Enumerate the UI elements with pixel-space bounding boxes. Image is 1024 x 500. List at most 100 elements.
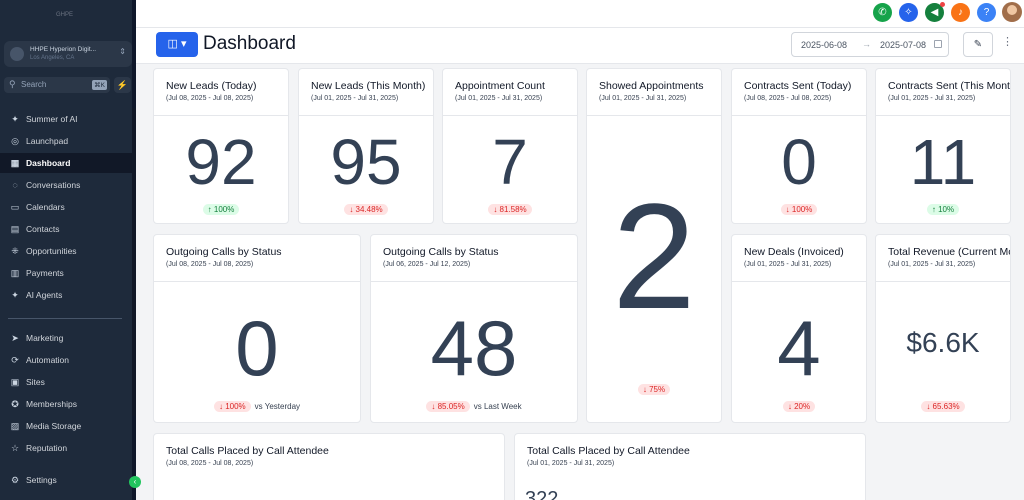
notifications-button[interactable]: ♪ <box>951 3 970 22</box>
widget-title: Outgoing Calls by Status <box>166 246 282 258</box>
memberships-icon: ✪ <box>11 398 19 409</box>
change-badge: ↓ 81.58% <box>488 204 532 215</box>
sidebar-item-memberships[interactable]: ✪ Memberships <box>0 394 132 414</box>
widget-date-range: (Jul 01, 2025 - Jul 31, 2025) <box>455 95 543 102</box>
more-vertical-icon: ⋮ <box>1002 36 1013 48</box>
widget-card[interactable]: New Leads (This Month) (Jul 01, 2025 - J… <box>298 68 434 224</box>
automation-icon: ⟳ <box>11 354 19 365</box>
dashboard-switcher-button[interactable]: ◫ ▾ <box>156 32 198 57</box>
widget-card[interactable]: Outgoing Calls by Status (Jul 08, 2025 -… <box>153 234 361 423</box>
sidebar-item-dashboard[interactable]: ▦ Dashboard <box>0 153 132 173</box>
widget-value: $6.6K <box>906 327 980 358</box>
widget-card[interactable]: Appointment Count (Jul 01, 2025 - Jul 31… <box>442 68 578 224</box>
widget-title: Appointment Count <box>455 80 545 92</box>
change-badge: ↓ 100% <box>780 204 818 215</box>
location-address: Los Angeles, CA <box>30 55 75 61</box>
sidebar-item-label: Media Storage <box>26 421 82 431</box>
widget-divider <box>154 115 288 116</box>
sidebar-item-summer-of-ai[interactable]: ✦ Summer of AI <box>0 109 132 129</box>
location-name: HHPE Hyperion Digit... <box>30 46 97 53</box>
announcements-button[interactable]: ◀ <box>925 3 944 22</box>
widget-divider <box>732 115 866 116</box>
top-bar: ✆ ✧ ◀ ♪ ? <box>136 0 1024 28</box>
sidebar-item-sites[interactable]: ▣ Sites <box>0 372 132 392</box>
comparison-label: vs Last Week <box>473 402 522 411</box>
widget-title: New Leads (Today) <box>166 80 257 92</box>
widget-title: Total Calls Placed by Call Attendee <box>166 445 329 457</box>
widget-title: New Deals (Invoiced) <box>744 246 844 258</box>
collapse-sidebar-button[interactable]: ‹ <box>129 476 141 488</box>
help-button[interactable]: ? <box>977 3 996 22</box>
bolt-icon: ⚡ <box>116 80 129 90</box>
sidebar-item-ai-agents[interactable]: ✦ AI Agents <box>0 285 132 305</box>
sidebar-scroll-thumb[interactable] <box>132 108 136 416</box>
widget-card[interactable]: Showed Appointments (Jul 01, 2025 - Jul … <box>586 68 722 423</box>
sidebar-item-media-storage[interactable]: ▨ Media Storage <box>0 416 132 436</box>
sidebar-item-contacts[interactable]: ▤ Contacts <box>0 219 132 239</box>
widget-card[interactable]: Total Revenue (Current Month) (Jul 01, 2… <box>875 234 1011 423</box>
phone-button[interactable]: ✆ <box>873 3 892 22</box>
sidebar-item-label: Conversations <box>26 180 81 190</box>
media-icon: ▨ <box>10 420 20 431</box>
widget-card[interactable]: New Leads (Today) (Jul 08, 2025 - Jul 08… <box>153 68 289 224</box>
magic-icon: ✧ <box>904 7 913 18</box>
widget-value: 95 <box>330 126 402 198</box>
sidebar-item-settings[interactable]: ⚙ Settings <box>0 470 132 490</box>
magic-button[interactable]: ✧ <box>899 3 918 22</box>
widget-card[interactable]: Outgoing Calls by Status (Jul 06, 2025 -… <box>370 234 578 423</box>
widget-card[interactable]: Total Calls Placed by Call Attendee (Jul… <box>153 433 505 500</box>
edit-dashboard-button[interactable]: ✎ <box>963 32 993 57</box>
widget-date-range: (Jul 08, 2025 - Jul 08, 2025) <box>166 95 254 102</box>
search-input[interactable]: ⚲ Search ⌘K <box>4 77 110 93</box>
sidebar-divider <box>8 318 122 319</box>
search-icon: ⚲ <box>9 79 16 89</box>
sidebar-item-label: Summer of AI <box>26 114 78 124</box>
sidebar-item-automation[interactable]: ⟳ Automation <box>0 350 132 370</box>
widget-title: Showed Appointments <box>599 80 704 92</box>
widget-divider <box>732 281 866 282</box>
sidebar-item-label: AI Agents <box>26 290 63 300</box>
widget-footer: ↓ 20% <box>732 401 866 412</box>
chevron-left-icon: ‹ <box>133 477 137 486</box>
location-switcher[interactable]: HHPE Hyperion Digit... Los Angeles, CA ⇕ <box>4 41 132 67</box>
date-end: 2025-07-08 <box>880 40 927 50</box>
sidebar-item-launchpad[interactable]: ◎ Launchpad <box>0 131 132 151</box>
sidebar-item-conversations[interactable]: ◌ Conversations <box>0 175 132 195</box>
widget-footer: ↓ 65.63% <box>876 401 1010 412</box>
sites-icon: ▣ <box>10 376 20 387</box>
widget-card[interactable]: Contracts Sent (Today) (Jul 08, 2025 - J… <box>731 68 867 224</box>
widget-title: Contracts Sent (Today) <box>744 80 852 92</box>
widget-date-range: (Jul 08, 2025 - Jul 08, 2025) <box>166 460 254 467</box>
change-badge: ↑ 10% <box>926 204 960 215</box>
sidebar-item-label: Contacts <box>26 224 60 234</box>
sparkle-icon: ✦ <box>11 113 19 124</box>
sidebar-item-marketing[interactable]: ➤ Marketing <box>0 328 132 348</box>
sidebar-item-opportunities[interactable]: ⁜ Opportunities <box>0 241 132 261</box>
sidebar-item-label: Reputation <box>26 443 68 453</box>
more-options-button[interactable]: ⋮ <box>1002 35 1013 48</box>
sidebar-item-reputation[interactable]: ☆ Reputation <box>0 438 132 458</box>
sidebar-item-label: Opportunities <box>26 246 77 256</box>
send-icon: ➤ <box>11 332 19 343</box>
widget-date-range: (Jul 01, 2025 - Jul 31, 2025) <box>311 95 399 102</box>
sidebar-item-label: Sites <box>26 377 45 387</box>
location-icon <box>10 47 24 61</box>
sidebar-item-calendars[interactable]: ▭ Calendars <box>0 197 132 217</box>
avatar[interactable] <box>1002 2 1022 22</box>
widget-date-range: (Jul 01, 2025 - Jul 31, 2025) <box>888 95 976 102</box>
sidebar-item-payments[interactable]: ▥ Payments <box>0 263 132 283</box>
change-badge: ↓ 65.63% <box>921 401 965 412</box>
quick-actions-button[interactable]: ⚡ <box>114 77 131 93</box>
calendar-icon <box>934 40 942 48</box>
widget-footer: ↓ 85.05% vs Last Week <box>371 401 577 412</box>
widget-card[interactable]: New Deals (Invoiced) (Jul 01, 2025 - Jul… <box>731 234 867 423</box>
widget-card[interactable]: Contracts Sent (This Month) (Jul 01, 202… <box>875 68 1011 224</box>
rocket-icon: ◎ <box>11 135 19 146</box>
widget-footer: ↓ 75% <box>587 384 721 395</box>
widget-card[interactable]: Total Calls Placed by Call Attendee (Jul… <box>514 433 866 500</box>
contacts-icon: ▤ <box>10 223 20 234</box>
layout-icon: ◫ ▾ <box>167 38 187 50</box>
sidebar-item-label: Automation <box>26 355 69 365</box>
date-range-picker[interactable]: 2025-06-08 → 2025-07-08 <box>791 32 949 57</box>
